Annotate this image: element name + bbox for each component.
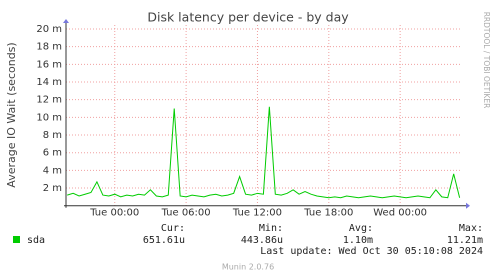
stat-header: Avg: bbox=[349, 223, 373, 234]
y-tick-label: 20 m bbox=[36, 24, 62, 35]
y-tick-label: 18 m bbox=[36, 42, 62, 53]
axis-arrow bbox=[63, 19, 69, 23]
y-axis-label: Average IO Wait (seconds) bbox=[5, 42, 18, 187]
x-tick-label: Tue 00:00 bbox=[89, 208, 139, 219]
stat-value: 1.10m bbox=[343, 235, 373, 246]
y-tick-label: 10 m bbox=[36, 112, 62, 123]
stat-value: 651.61u bbox=[143, 235, 185, 246]
x-tick-label: Wed 00:00 bbox=[373, 208, 427, 219]
data-line bbox=[67, 106, 461, 199]
y-tick-label: 16 m bbox=[36, 59, 62, 70]
x-tick-label: Tue 18:00 bbox=[303, 208, 353, 219]
stat-header: Cur: bbox=[161, 223, 185, 234]
y-tick-label: 4 m bbox=[43, 165, 62, 176]
last-update: Last update: Wed Oct 30 05:10:08 2024 bbox=[260, 246, 483, 257]
stat-value: 443.86u bbox=[241, 235, 283, 246]
y-tick-label: 12 m bbox=[36, 95, 62, 106]
side-text: RRDTOOL / TOBI OETIKER bbox=[482, 12, 491, 109]
chart-title: Disk latency per device - by day bbox=[147, 10, 349, 25]
axis-arrow bbox=[466, 202, 470, 209]
stat-header: Max: bbox=[459, 223, 483, 234]
y-tick-label: 6 m bbox=[43, 148, 62, 159]
legend-label: sda bbox=[27, 235, 45, 246]
x-tick-label: Tue 12:00 bbox=[232, 208, 282, 219]
stat-value: 11.21m bbox=[447, 235, 483, 246]
y-tick-label: 8 m bbox=[43, 130, 62, 141]
y-tick-label: 14 m bbox=[36, 77, 62, 88]
x-tick-label: Tue 06:00 bbox=[161, 208, 211, 219]
legend-swatch bbox=[13, 236, 20, 243]
footer: Munin 2.0.76 bbox=[222, 263, 274, 272]
y-tick-label: 2 m bbox=[43, 183, 62, 194]
stat-header: Min: bbox=[259, 223, 283, 234]
